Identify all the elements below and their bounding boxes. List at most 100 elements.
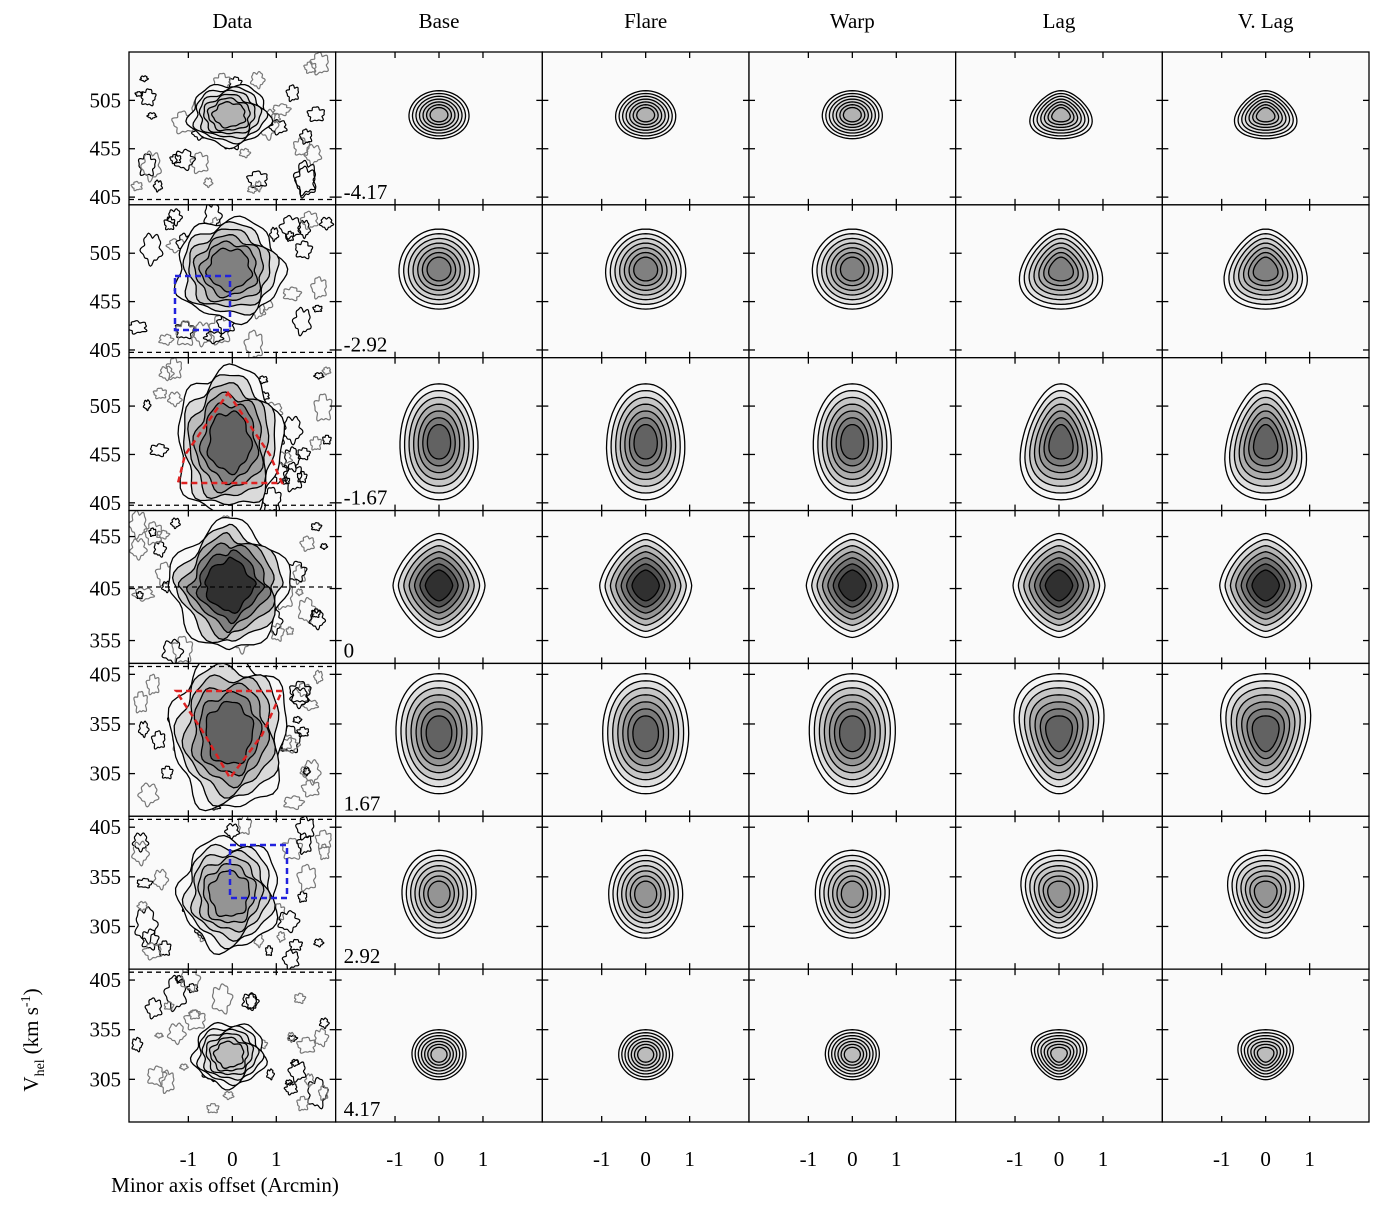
noise-contour: [302, 767, 311, 777]
noise-contour: [152, 387, 168, 400]
noise-contour: [157, 940, 172, 957]
offset-label: 1.67: [344, 791, 381, 815]
x-tick-label: 0: [227, 1147, 238, 1171]
noise-contour: [206, 1102, 220, 1114]
noise-contour: [292, 715, 303, 724]
noise-contour: [150, 730, 166, 750]
noise-contour: [291, 306, 312, 337]
noise-contour: [174, 320, 196, 347]
y-tick-label: 405: [90, 338, 122, 362]
noise-contour: [298, 128, 313, 145]
noise-contour: [282, 286, 303, 302]
noise-contour: [238, 147, 252, 159]
noise-contour: [312, 304, 323, 313]
noise-contour: [289, 1058, 300, 1068]
overlays: [173, 274, 289, 900]
y-tick-label: 405: [90, 815, 122, 839]
noise-contour: [322, 434, 332, 445]
noise-contour: [283, 446, 301, 473]
column-title: Base: [419, 9, 460, 33]
noise-contour: [313, 938, 325, 948]
contour: [1047, 256, 1075, 282]
noise-contour: [249, 70, 266, 90]
noise-contour: [297, 596, 317, 624]
noise-contour: [297, 447, 312, 461]
panel: [1162, 52, 1369, 205]
x-tick-label: 1: [1098, 1147, 1109, 1171]
contour: [1252, 423, 1279, 460]
panels: 405 455 505 Data Base -4.17 Flare Warp Lag V. Lag…: [90, 9, 1370, 1171]
contour: [212, 1040, 245, 1070]
x-tick-label: 1: [271, 1147, 282, 1171]
panel: [542, 816, 749, 970]
noise-contour: [285, 84, 299, 103]
noise-contour: [300, 779, 320, 798]
panel: [955, 816, 1163, 970]
panel: [955, 204, 1163, 358]
contour: [205, 700, 255, 765]
noise-contour: [142, 399, 152, 412]
panel: [129, 357, 336, 511]
contour: [1048, 423, 1074, 460]
noise-contour: [189, 151, 209, 175]
noise-contour: [136, 877, 154, 889]
y-label-sub: hel: [33, 1059, 48, 1076]
contour: [633, 423, 658, 460]
noise-contour: [246, 170, 268, 189]
noise-contour: [313, 669, 324, 685]
noise-contour: [158, 365, 175, 382]
contour: [1050, 1046, 1068, 1063]
noise-contour: [295, 240, 314, 260]
panel: [335, 663, 543, 817]
panel: [335, 969, 543, 1122]
panel: [955, 969, 1163, 1122]
noise-contour: [163, 1001, 175, 1011]
noise-contour: [292, 137, 311, 157]
column-title: V. Lag: [1238, 9, 1294, 33]
contour: [427, 880, 451, 908]
blue-box: [173, 274, 232, 332]
column-title: Lag: [1043, 9, 1076, 33]
red-outline: [173, 689, 284, 781]
noise-contour: [295, 816, 315, 841]
noise-contour: [163, 974, 188, 1013]
noise-contour: [134, 90, 144, 97]
contour: [838, 715, 866, 753]
panel: [749, 663, 956, 817]
noise-contour: [309, 52, 329, 76]
contour: [843, 1046, 862, 1063]
x-tick-label: 0: [434, 1147, 445, 1171]
contour: [1044, 569, 1074, 602]
offset-label: 0: [344, 638, 355, 662]
contour: [634, 880, 658, 908]
noise-contour: [247, 185, 259, 194]
x-tick-label: 0: [1260, 1147, 1271, 1171]
noise-contour: [149, 443, 170, 458]
contour: [840, 423, 865, 460]
noise-contour: [303, 61, 317, 74]
panel: [1162, 510, 1369, 664]
column-title: Warp: [830, 9, 875, 33]
contour: [1253, 880, 1278, 908]
noise-contour: [136, 900, 149, 912]
noise-contour: [143, 521, 163, 546]
offset-label: -4.17: [344, 180, 388, 204]
x-tick-label: 1: [891, 1147, 902, 1171]
noise-contour: [297, 890, 308, 903]
contour: [1047, 880, 1071, 908]
panel: [129, 663, 336, 817]
noise-contour: [310, 276, 327, 300]
panel: [129, 510, 336, 664]
y-tick-label: 355: [90, 865, 122, 889]
offset-label: -2.92: [344, 333, 388, 357]
panel: [1162, 816, 1369, 970]
noise-contour: [296, 863, 317, 892]
noise-contour: [276, 931, 286, 943]
panel: [335, 52, 543, 205]
contour: [426, 256, 452, 282]
contour: [840, 880, 864, 908]
contour: [631, 569, 660, 602]
noise-contour: [166, 208, 184, 227]
offset-label: -1.67: [344, 486, 388, 510]
